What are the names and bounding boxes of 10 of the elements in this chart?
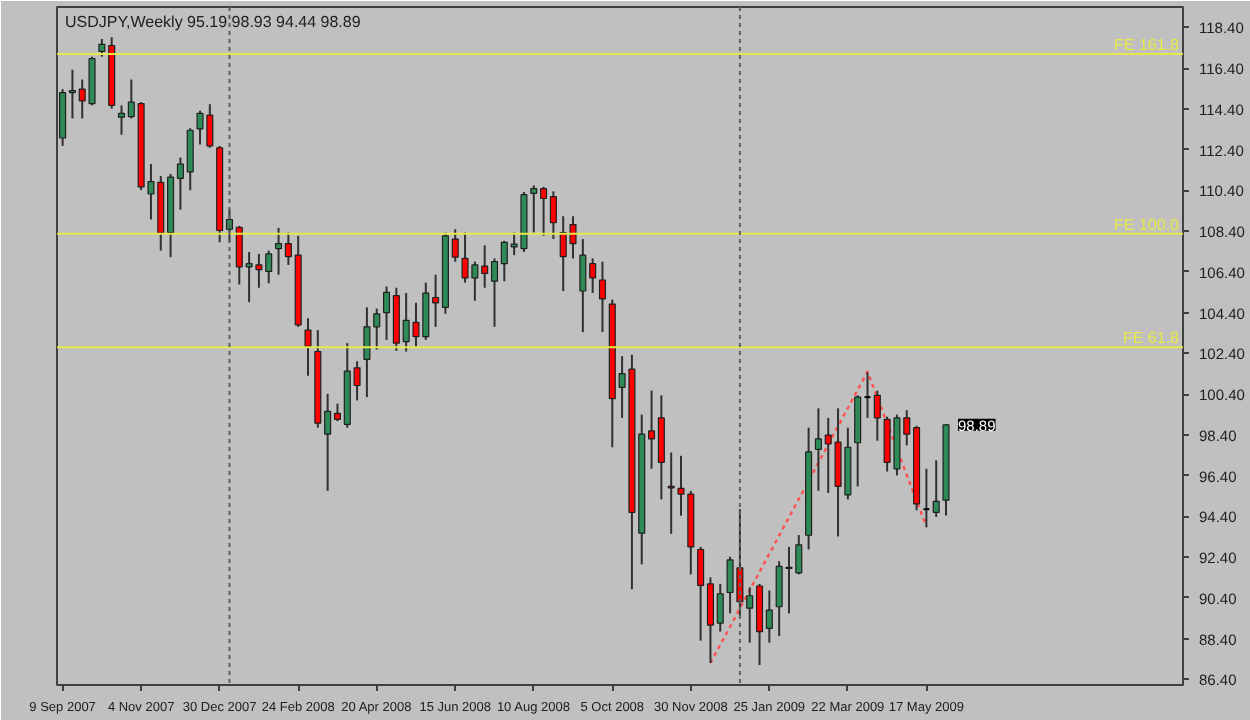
candlestick bbox=[854, 394, 862, 488]
candlestick bbox=[932, 459, 940, 518]
ref-line-label: FE 161.8 bbox=[1114, 36, 1181, 55]
chart-title: USDJPY,Weekly 95.19 98.93 94.44 98.89 bbox=[65, 13, 362, 31]
candlestick bbox=[873, 389, 881, 442]
candlestick bbox=[922, 467, 931, 529]
candlestick bbox=[598, 260, 607, 334]
ref-line-label: FE 100.0 bbox=[1114, 215, 1181, 234]
candlestick bbox=[304, 317, 312, 377]
ref-line-label: FE 61.8 bbox=[1122, 329, 1181, 348]
